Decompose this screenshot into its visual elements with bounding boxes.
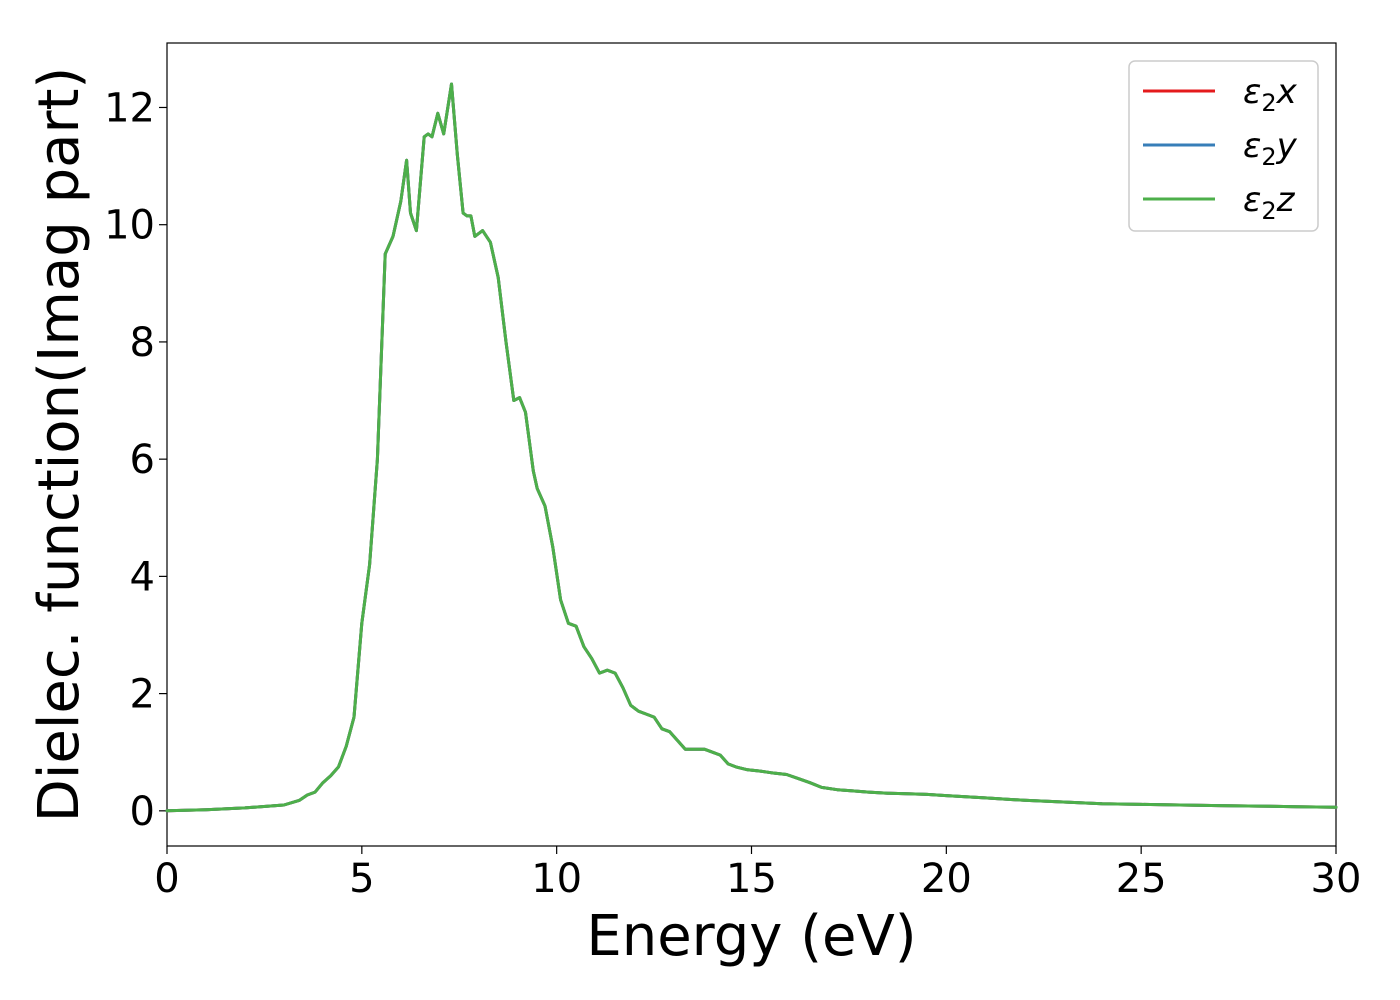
y-axis-label: Dielec. function(Imag part) — [27, 67, 92, 823]
x-tick-label: 10 — [531, 856, 582, 902]
x-tick-label: 20 — [921, 856, 972, 902]
y-tick-label: 12 — [104, 85, 155, 131]
series-lines — [165, 82, 1338, 813]
legend-box — [1128, 60, 1319, 232]
y-tick-label: 10 — [104, 203, 155, 249]
y-tick-label: 4 — [130, 554, 155, 600]
y-tick-label: 6 — [130, 437, 155, 483]
x-axis: 0 5 10 15 20 25 30 — [154, 846, 1361, 902]
x-tick-label: 5 — [349, 856, 374, 902]
x-tick-label: 15 — [726, 856, 777, 902]
y-axis: 0 2 4 6 8 10 12 — [104, 85, 167, 835]
y-tick-label: 2 — [130, 672, 155, 718]
legend: ε2x ε2y ε2z — [1128, 60, 1319, 232]
legend-label: ε2z — [1243, 180, 1296, 225]
x-tick-label: 30 — [1311, 856, 1362, 902]
x-tick-label: 0 — [154, 856, 179, 902]
legend-label: ε2y — [1243, 126, 1298, 171]
series-line-ε2z — [165, 82, 1338, 813]
y-tick-label: 8 — [130, 320, 155, 366]
x-axis-label: Energy (eV) — [586, 904, 916, 969]
x-tick-label: 25 — [1116, 856, 1167, 902]
legend-label: ε2x — [1243, 72, 1298, 117]
y-tick-label: 0 — [130, 789, 155, 835]
